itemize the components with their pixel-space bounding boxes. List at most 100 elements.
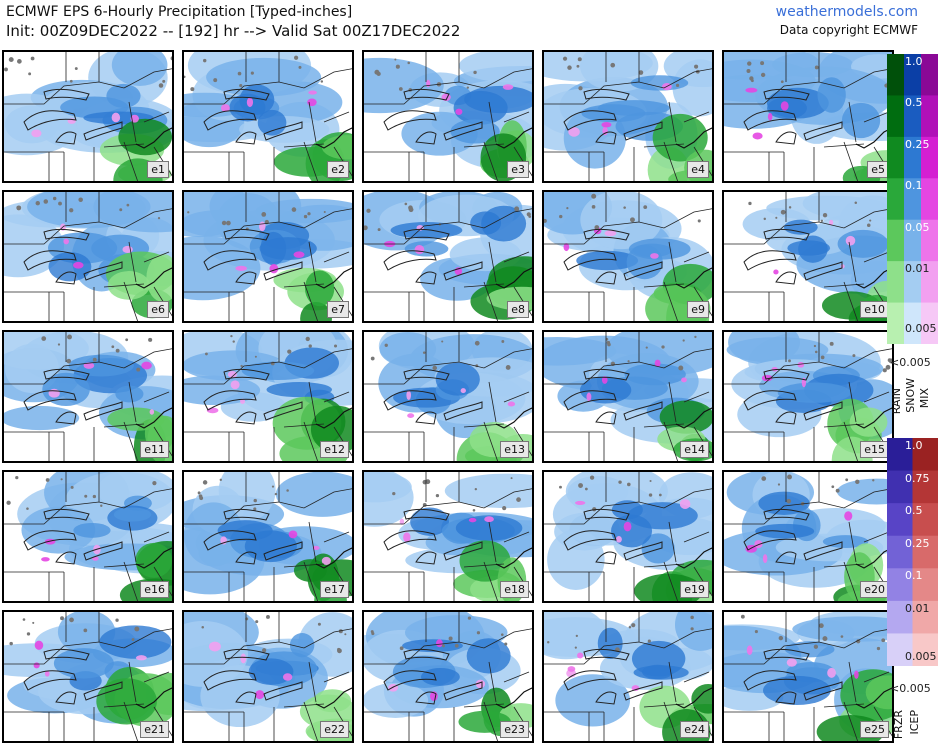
legend-bottom-below-label: <0.005 — [890, 682, 931, 695]
ensemble-panel-e9[interactable]: e9 — [542, 190, 714, 323]
ensemble-panel-e21[interactable]: e21 — [2, 610, 174, 743]
precip-map — [184, 472, 352, 601]
member-label: e2 — [327, 161, 349, 178]
ensemble-panel-e7[interactable]: e7 — [182, 190, 354, 323]
legend-swatch — [887, 54, 904, 96]
frzr-icep-colorbar — [887, 438, 938, 666]
legend-type-snow: SNOW — [904, 378, 917, 413]
precip-map — [364, 192, 532, 321]
ensemble-panel-e16[interactable]: e16 — [2, 470, 174, 603]
legend-swatch — [912, 535, 938, 569]
copyright-text: Data copyright ECMWF — [779, 23, 918, 37]
legend-swatch — [912, 600, 938, 634]
ensemble-panel-e5[interactable]: e5 — [722, 50, 894, 183]
precip-map — [724, 612, 892, 741]
ensemble-panel-e25[interactable]: e25 — [722, 610, 894, 743]
legend-swatch — [887, 95, 904, 138]
legend-top-tick: 1.0 — [905, 55, 923, 68]
legend-swatch — [887, 438, 913, 472]
legend-type-icep: ICEP — [908, 710, 921, 735]
ensemble-panel-e19[interactable]: e19 — [542, 470, 714, 603]
ensemble-panel-e22[interactable]: e22 — [182, 610, 354, 743]
legend-swatch — [887, 261, 904, 304]
legend-top-tick: 0.05 — [905, 220, 930, 234]
ensemble-panel-e20[interactable]: e20 — [722, 470, 894, 603]
legend-bottom-tick: 0.1 — [905, 569, 923, 583]
legend-swatch — [904, 302, 921, 344]
ensemble-panel-e23[interactable]: e23 — [362, 610, 534, 743]
legend-swatch — [921, 136, 938, 179]
member-label: e22 — [320, 721, 349, 738]
legend-swatch — [904, 95, 921, 138]
legend-swatch — [921, 302, 938, 344]
ensemble-panel-e3[interactable]: e3 — [362, 50, 534, 183]
ensemble-panel-e10[interactable]: e10 — [722, 190, 894, 323]
legend-swatch — [921, 261, 938, 304]
legend-swatch — [887, 503, 913, 537]
member-label: e14 — [680, 441, 709, 458]
ensemble-panel-e4[interactable]: e4 — [542, 50, 714, 183]
precip-map — [364, 612, 532, 741]
legend-swatch — [904, 261, 921, 304]
ensemble-panel-e11[interactable]: e11 — [2, 330, 174, 463]
member-label: e24 — [680, 721, 709, 738]
member-label: e17 — [320, 581, 349, 598]
member-label: e23 — [500, 721, 529, 738]
ensemble-panel-e2[interactable]: e2 — [182, 50, 354, 183]
precip-map — [724, 192, 892, 321]
legend-swatch — [904, 178, 921, 221]
site-link[interactable]: weathermodels.com — [775, 4, 918, 20]
precip-map — [4, 472, 172, 601]
ensemble-panel-e24[interactable]: e24 — [542, 610, 714, 743]
precip-map — [184, 332, 352, 461]
legend-top-tick: 0.25 — [905, 137, 930, 151]
ensemble-panel-e12[interactable]: e12 — [182, 330, 354, 463]
ensemble-panel-e13[interactable]: e13 — [362, 330, 534, 463]
ensemble-panel-e18[interactable]: e18 — [362, 470, 534, 603]
legend-swatch — [921, 178, 938, 221]
precip-map — [544, 52, 712, 181]
precip-map — [544, 192, 712, 321]
legend-swatch — [904, 136, 921, 179]
precip-map — [364, 332, 532, 461]
ensemble-panel-e15[interactable]: e15 — [722, 330, 894, 463]
ensemble-panel-e6[interactable]: e6 — [2, 190, 174, 323]
legend-top-below-label: <0.005 — [890, 356, 931, 369]
member-label: e9 — [687, 301, 709, 318]
ensemble-panel-e1[interactable]: e1 — [2, 50, 174, 183]
chart-subtitle: Init: 00Z09DEC2022 -- [192] hr --> Valid… — [6, 22, 461, 40]
legend-swatch — [887, 470, 913, 504]
member-label: e8 — [507, 301, 529, 318]
rain-snow-mix-colorbar — [887, 54, 938, 344]
member-label: e1 — [147, 161, 169, 178]
member-label: e11 — [140, 441, 169, 458]
legend-type-rain: RAIN — [890, 388, 903, 415]
legend-swatch — [912, 503, 938, 537]
ensemble-panel-grid: e1 e2 e3 e4 e5 e6 e7 e8 e9 e10 e11 e12 e13 e14 e15 e16 e… — [0, 48, 894, 748]
legend-swatch — [912, 633, 938, 666]
member-label: e25 — [860, 721, 889, 738]
legend-swatch — [887, 178, 904, 221]
precip-map — [724, 332, 892, 461]
member-label: e7 — [327, 301, 349, 318]
member-label: e12 — [320, 441, 349, 458]
ensemble-panel-e14[interactable]: e14 — [542, 330, 714, 463]
legend-swatch — [921, 95, 938, 138]
precip-map — [544, 612, 712, 741]
legend-swatch — [904, 219, 921, 262]
precip-map — [4, 52, 172, 181]
member-label: e16 — [140, 581, 169, 598]
member-label: e15 — [860, 441, 889, 458]
legend-type-mix: MIX — [918, 388, 931, 409]
ensemble-panel-e8[interactable]: e8 — [362, 190, 534, 323]
precip-map — [544, 332, 712, 461]
member-label: e5 — [867, 161, 889, 178]
ensemble-panel-e17[interactable]: e17 — [182, 470, 354, 603]
member-label: e21 — [140, 721, 169, 738]
legend-swatch — [921, 219, 938, 262]
legend-swatch — [887, 302, 904, 344]
legend-top-tick: 0.1 — [905, 179, 923, 193]
member-label: e13 — [500, 441, 529, 458]
legend-bottom-tick: 0.5 — [905, 504, 923, 518]
member-label: e19 — [680, 581, 709, 598]
